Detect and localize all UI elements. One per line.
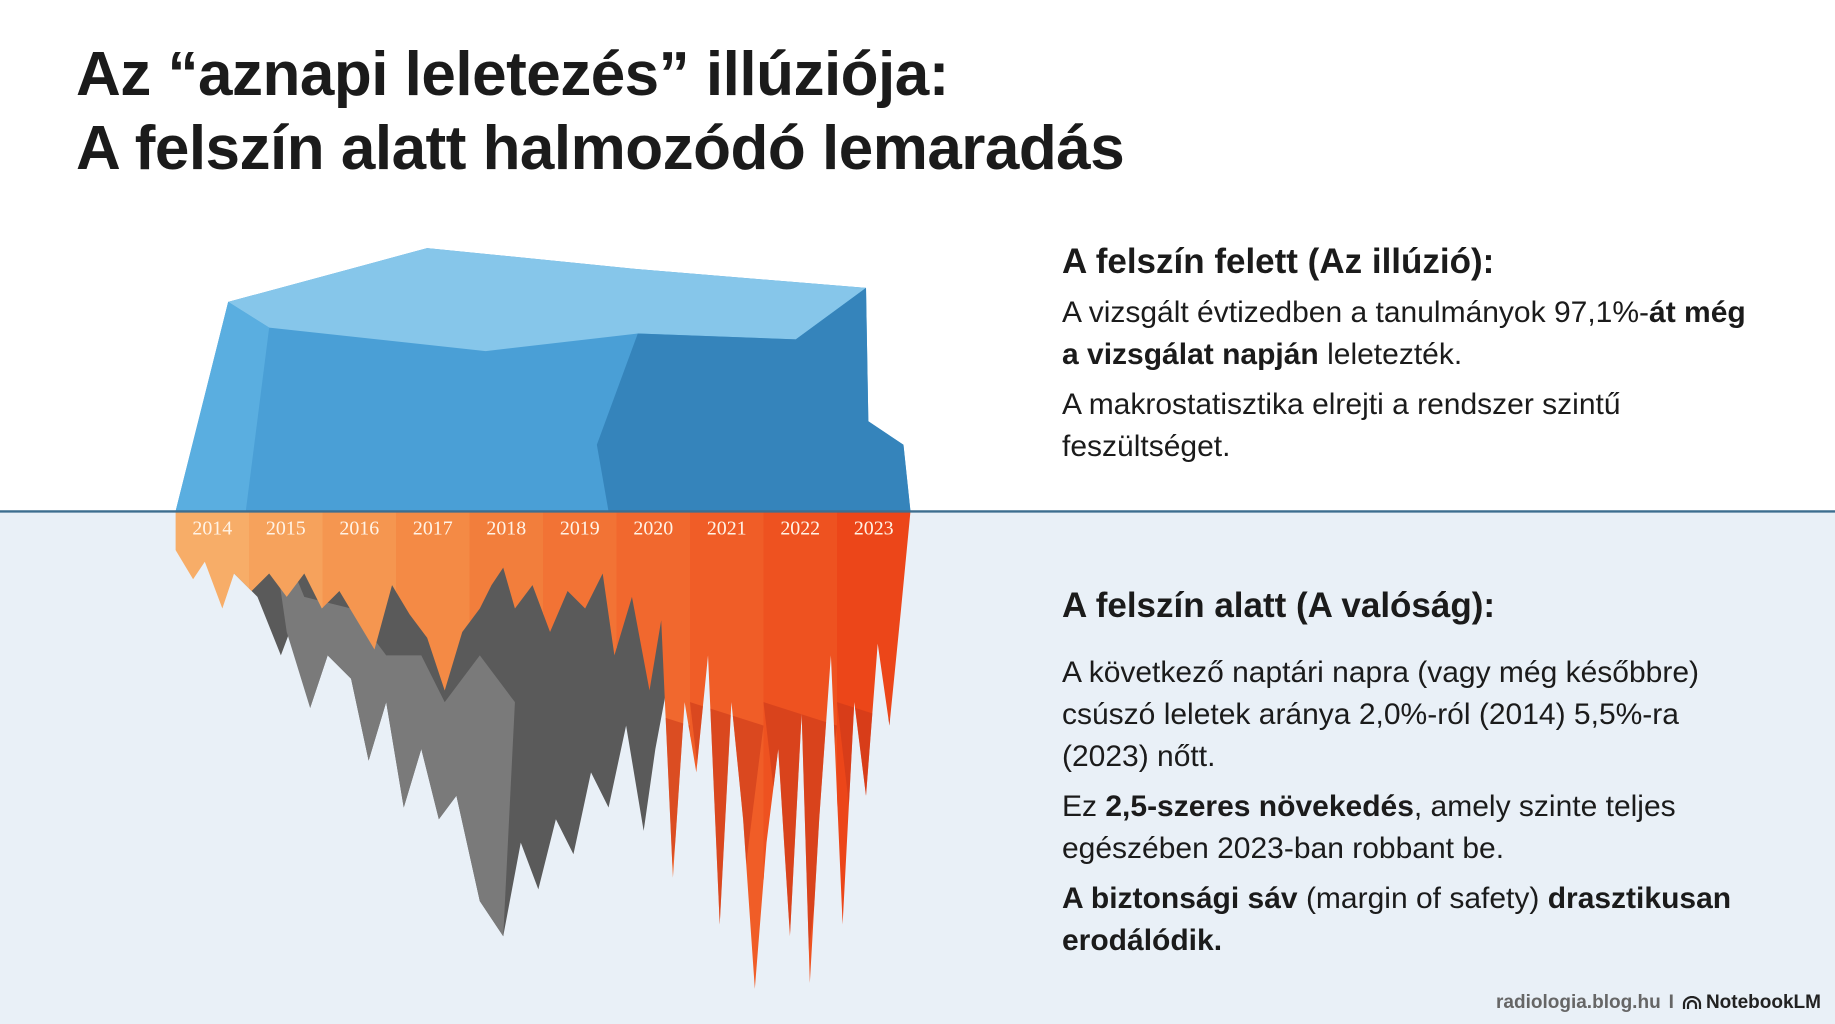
source: radiologia.blog.hu [1496,992,1661,1013]
bold-text: A biztonsági sáv [1062,882,1298,915]
separator: I [1668,992,1674,1013]
paragraph: Ez 2,5-szeres növekedés, amely szinte te… [1062,786,1752,870]
iceberg-facet [596,287,911,512]
text: (margin of safety) [1297,882,1548,915]
bold-text: drasztikusan erodálódik. [1062,882,1732,957]
grey-shards-light [269,511,515,937]
section-heading: A felszín felett (Az illúzió): [1062,242,1495,281]
section: A felszín alatt (A valóság): A következő … [1062,586,1752,970]
title-line: A felszín alatt halmozódó lemaradás [76,114,1125,183]
iceberg-facet [228,248,867,352]
text: leletezték. [1318,338,1463,371]
paragraph: A biztonsági sáv (margin of safety) dras… [1062,878,1752,962]
footer: radiologia.blog.hu I NotebookLM [1496,992,1821,1014]
text: A makrostatisztika elrejti a rendszer sz… [1062,388,1621,463]
text: A következő naptári napra (vagy még késő… [1062,656,1700,773]
year-label: 2022 [780,518,820,540]
year-label: 2017 [413,518,453,540]
text: A vizsgált évtizedben a tanulmányok 97,1… [1062,296,1650,329]
title-line: Az “aznapi leletezés” illúziója: [76,40,949,109]
paragraph: A vizsgált évtizedben a tanulmányok 97,1… [1062,292,1752,376]
brand-name: NotebookLM [1705,992,1821,1013]
year-label: 2014 [192,518,232,540]
year-label: 2018 [486,518,526,540]
text: Ez [1062,790,1106,823]
year-label: 2016 [339,518,379,540]
title: Az “aznapi leletezés” illúziója: A felsz… [76,38,1125,186]
year-label: 2023 [854,518,894,540]
brand: NotebookLM [1682,992,1821,1014]
bold-text: át még a vizsgálat napján [1062,296,1746,371]
text: , amely szinte teljes egészében 2023-ban… [1062,790,1676,865]
paragraph: A makrostatisztika elrejti a rendszer sz… [1062,384,1752,468]
paragraph: A következő naptári napra (vagy még késő… [1062,652,1752,778]
bold-text: 2,5-szeres növekedés [1105,790,1414,823]
year-label: 2020 [633,518,673,540]
section-heading: A felszín alatt (A valóság): [1062,586,1496,625]
iceberg-facet [175,301,270,512]
section: A felszín felett (Az illúzió): A vizsgált… [1062,242,1752,476]
year-label: 2021 [707,518,747,540]
year-label: 2015 [266,518,306,540]
brand-logo [1682,996,1702,1009]
year-label: 2019 [560,518,600,540]
